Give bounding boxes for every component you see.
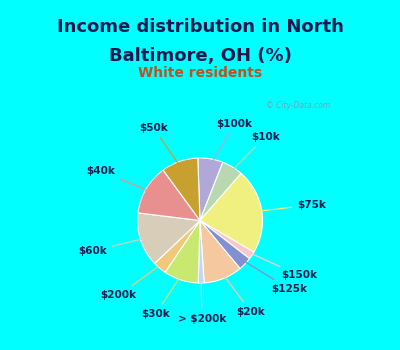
Text: $100k: $100k bbox=[210, 119, 252, 165]
Wedge shape bbox=[154, 220, 200, 272]
Text: $10k: $10k bbox=[230, 132, 280, 173]
Wedge shape bbox=[163, 158, 200, 220]
Text: Baltimore, OH (%): Baltimore, OH (%) bbox=[108, 47, 292, 65]
Wedge shape bbox=[198, 158, 223, 220]
Wedge shape bbox=[138, 213, 200, 264]
Text: $50k: $50k bbox=[139, 122, 181, 168]
Wedge shape bbox=[198, 220, 204, 283]
Wedge shape bbox=[200, 220, 254, 259]
Text: $125k: $125k bbox=[241, 259, 307, 294]
Text: $75k: $75k bbox=[256, 200, 326, 212]
Text: $200k: $200k bbox=[100, 263, 163, 300]
Wedge shape bbox=[165, 220, 200, 283]
Text: $20k: $20k bbox=[222, 273, 265, 317]
Text: $40k: $40k bbox=[86, 166, 151, 192]
Text: Income distribution in North: Income distribution in North bbox=[56, 18, 344, 36]
Text: $60k: $60k bbox=[78, 238, 146, 256]
Text: $150k: $150k bbox=[247, 252, 318, 280]
Text: $30k: $30k bbox=[141, 274, 182, 319]
Wedge shape bbox=[200, 220, 250, 268]
Wedge shape bbox=[138, 170, 200, 220]
Text: © City-Data.com: © City-Data.com bbox=[266, 102, 330, 110]
Text: White residents: White residents bbox=[138, 66, 262, 80]
Wedge shape bbox=[200, 220, 240, 283]
Text: > $200k: > $200k bbox=[178, 277, 226, 324]
Wedge shape bbox=[200, 162, 241, 220]
Wedge shape bbox=[200, 174, 262, 252]
